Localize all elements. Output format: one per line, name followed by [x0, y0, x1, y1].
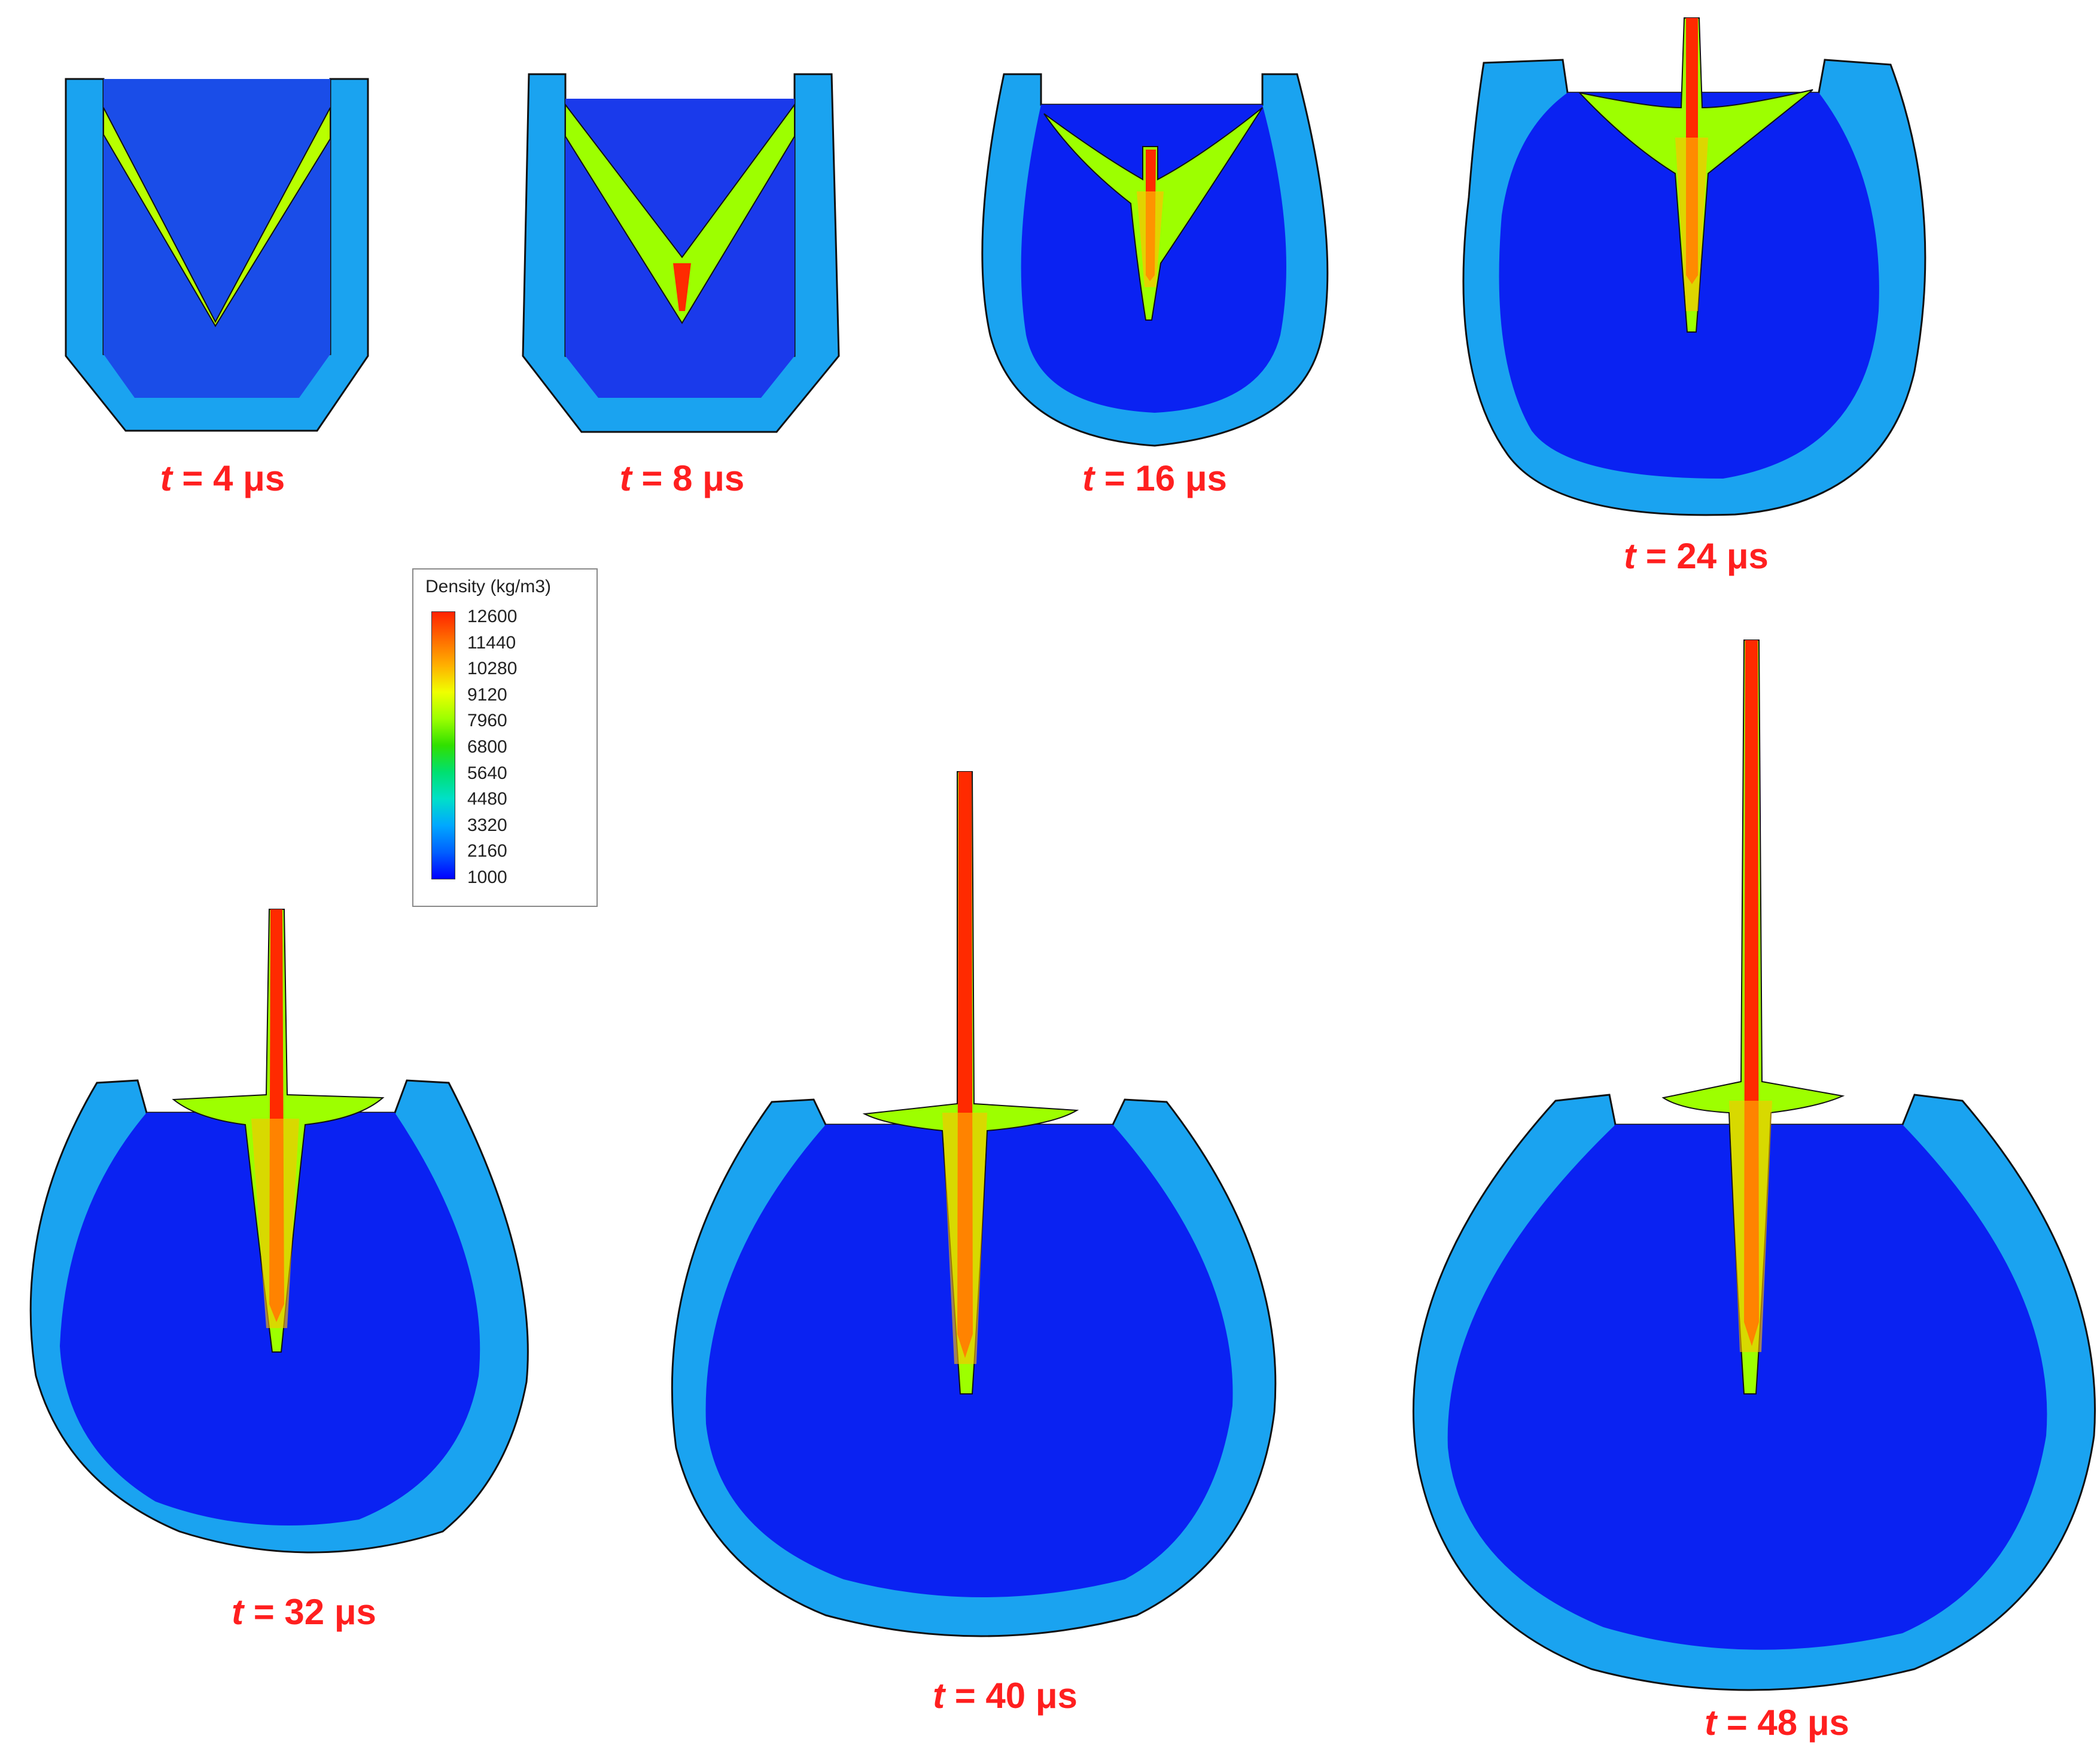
caption-t24: t = 24 μs: [1624, 535, 1769, 577]
legend-tick: 7960: [467, 711, 507, 731]
caption-value: = 8 μs: [641, 458, 745, 498]
caption-value: = 40 μs: [954, 1676, 1078, 1716]
caption-value: = 32 μs: [253, 1592, 376, 1632]
legend-tick: 9120: [467, 684, 507, 705]
legend-tick: 2160: [467, 841, 507, 861]
explosive-fill: [565, 99, 795, 398]
jet-mid: [942, 1113, 987, 1364]
legend-tick: 10280: [467, 659, 518, 679]
caption-t4: t = 4 μs: [160, 458, 285, 499]
explosive-fill: [104, 79, 330, 398]
legend-title: Density (kg/m3): [425, 577, 552, 596]
legend-tick: 6800: [467, 737, 507, 757]
legend-tick: 3320: [467, 815, 507, 835]
caption-t32: t = 32 μs: [232, 1591, 376, 1633]
liner: [103, 107, 331, 327]
legend-tick: 11440: [467, 632, 516, 653]
jet-mid: [251, 1119, 299, 1328]
caption-var: t: [619, 458, 632, 498]
caption-var: t: [1624, 536, 1636, 576]
legend-tick: 4480: [467, 789, 507, 809]
jet-tip: [673, 263, 691, 311]
density-legend: Density (kg/m3) 12600 11440 10280 9120 7…: [412, 568, 598, 907]
jet-mid: [1729, 1101, 1772, 1352]
caption-var: t: [160, 458, 172, 498]
caption-var: t: [232, 1592, 244, 1632]
caption-t16: t = 16 μs: [1082, 458, 1227, 499]
jet-mid: [1675, 138, 1708, 311]
legend-tick: 5640: [467, 763, 507, 783]
caption-var: t: [933, 1676, 945, 1716]
caption-var: t: [1705, 1703, 1717, 1743]
caption-t8: t = 8 μs: [620, 458, 744, 499]
caption-value: = 24 μs: [1645, 536, 1769, 576]
caption-value: = 16 μs: [1104, 458, 1227, 498]
caption-value: = 48 μs: [1726, 1703, 1849, 1743]
jet-mid: [1137, 191, 1164, 287]
legend-colorbar: [431, 611, 455, 879]
legend-tick: 1000: [467, 867, 507, 887]
caption-value: = 4 μs: [182, 458, 285, 498]
caption-var: t: [1082, 458, 1095, 498]
legend-tick: 12600: [467, 607, 518, 626]
caption-t48: t = 48 μs: [1705, 1702, 1849, 1743]
caption-t40: t = 40 μs: [933, 1675, 1078, 1716]
